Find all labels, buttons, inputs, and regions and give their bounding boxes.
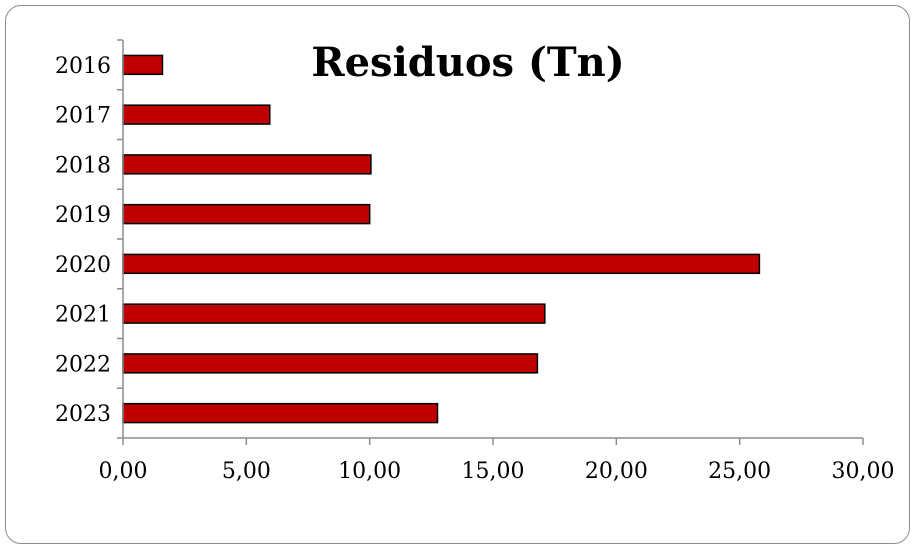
category-label-2016: 2016: [55, 54, 111, 79]
x-tick-label: 25,00: [708, 459, 771, 484]
category-label-2023: 2023: [55, 402, 111, 427]
bar-2022: [122, 353, 539, 374]
x-tick-label: 20,00: [585, 459, 648, 484]
category-label-2020: 2020: [55, 253, 111, 278]
category-label-2022: 2022: [55, 352, 111, 377]
category-label-2019: 2019: [55, 203, 111, 228]
x-tick-label: 10,00: [338, 459, 401, 484]
category-label-2018: 2018: [55, 153, 111, 178]
bar-2019: [122, 203, 371, 225]
axes-group: [117, 39, 864, 445]
x-tick-label: 15,00: [462, 459, 525, 484]
bar-2020: [122, 253, 761, 275]
chart-title: Residuos (Tn): [311, 39, 624, 86]
category-label-2021: 2021: [55, 303, 111, 328]
bar-2018: [122, 154, 372, 175]
x-tick-label: 30,00: [832, 459, 895, 484]
bar-2021: [122, 303, 546, 324]
bar-2017: [122, 104, 271, 125]
bar-2016: [122, 54, 164, 76]
labels-group: 2016 2017 2018 2019 2020 2021 2022 2023 0,00 5,00…: [55, 54, 894, 484]
chart-frame: [5, 5, 910, 544]
bars-group: [122, 54, 761, 424]
category-label-2017: 2017: [55, 104, 111, 129]
x-tick-label: 5,00: [222, 459, 271, 484]
bar-2023: [122, 402, 439, 424]
x-tick-label: 0,00: [99, 459, 148, 484]
